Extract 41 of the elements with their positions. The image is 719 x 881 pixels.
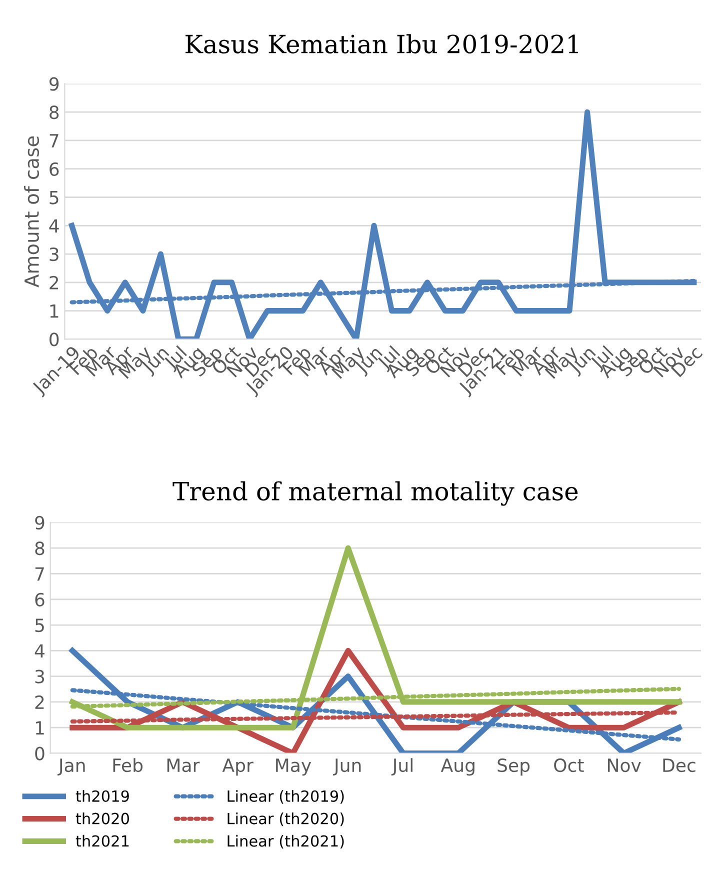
- legend-label: th2019: [76, 790, 129, 802]
- y-tick-label: 3: [35, 670, 44, 684]
- y-tick-label: 2: [35, 695, 44, 709]
- x-tick-label: Dec: [663, 758, 696, 772]
- chart-title: Trend of maternal motality case: [172, 481, 578, 506]
- y-tick-label: 5: [50, 190, 58, 204]
- x-tick-label: Jan: [58, 758, 85, 776]
- y-tick-label: 9: [50, 77, 59, 91]
- y-tick-label: 3: [50, 247, 58, 262]
- x-tick-label: Mar: [167, 758, 200, 772]
- legend-label: th2020: [76, 812, 129, 824]
- x-tick-label: Jun: [333, 758, 361, 776]
- y-axis-title: Amount of case: [24, 136, 40, 288]
- y-tick-label: 4: [34, 644, 44, 658]
- legend-label: Linear (th2021): [228, 834, 344, 849]
- legend-label: Linear (th2019): [228, 790, 344, 804]
- x-tick-label: Sep: [498, 758, 530, 776]
- y-tick-label: 9: [35, 516, 44, 530]
- x-tick-label: Oct: [554, 758, 584, 772]
- x-tick-label: Aug: [440, 758, 474, 776]
- y-tick-label: 0: [35, 746, 44, 760]
- y-tick-label: 5: [35, 618, 44, 632]
- x-tick-label: Apr: [222, 758, 254, 776]
- y-tick-label: 7: [50, 134, 58, 148]
- y-tick-label: 8: [35, 542, 44, 556]
- y-tick-label: 0: [50, 332, 59, 346]
- y-tick-label: 6: [50, 162, 59, 176]
- y-tick-label: 6: [35, 592, 44, 606]
- legend-label: Linear (th2020): [228, 812, 344, 826]
- x-tick-label: Nov: [608, 758, 641, 772]
- y-tick-label: 2: [50, 276, 58, 290]
- x-tick-label: Jul: [391, 758, 412, 776]
- y-tick-label: 4: [49, 219, 59, 232]
- y-tick-label: 1: [36, 721, 44, 734]
- legend-label: th2021: [76, 834, 129, 847]
- x-tick-label: May: [276, 758, 312, 776]
- y-tick-label: 7: [35, 567, 44, 581]
- y-tick-label: 8: [50, 106, 59, 120]
- x-tick-label: Feb: [113, 758, 143, 772]
- chart-title: Kasus Kematian Ibu 2019-2021: [186, 34, 578, 54]
- y-tick-label: 1: [50, 304, 58, 318]
